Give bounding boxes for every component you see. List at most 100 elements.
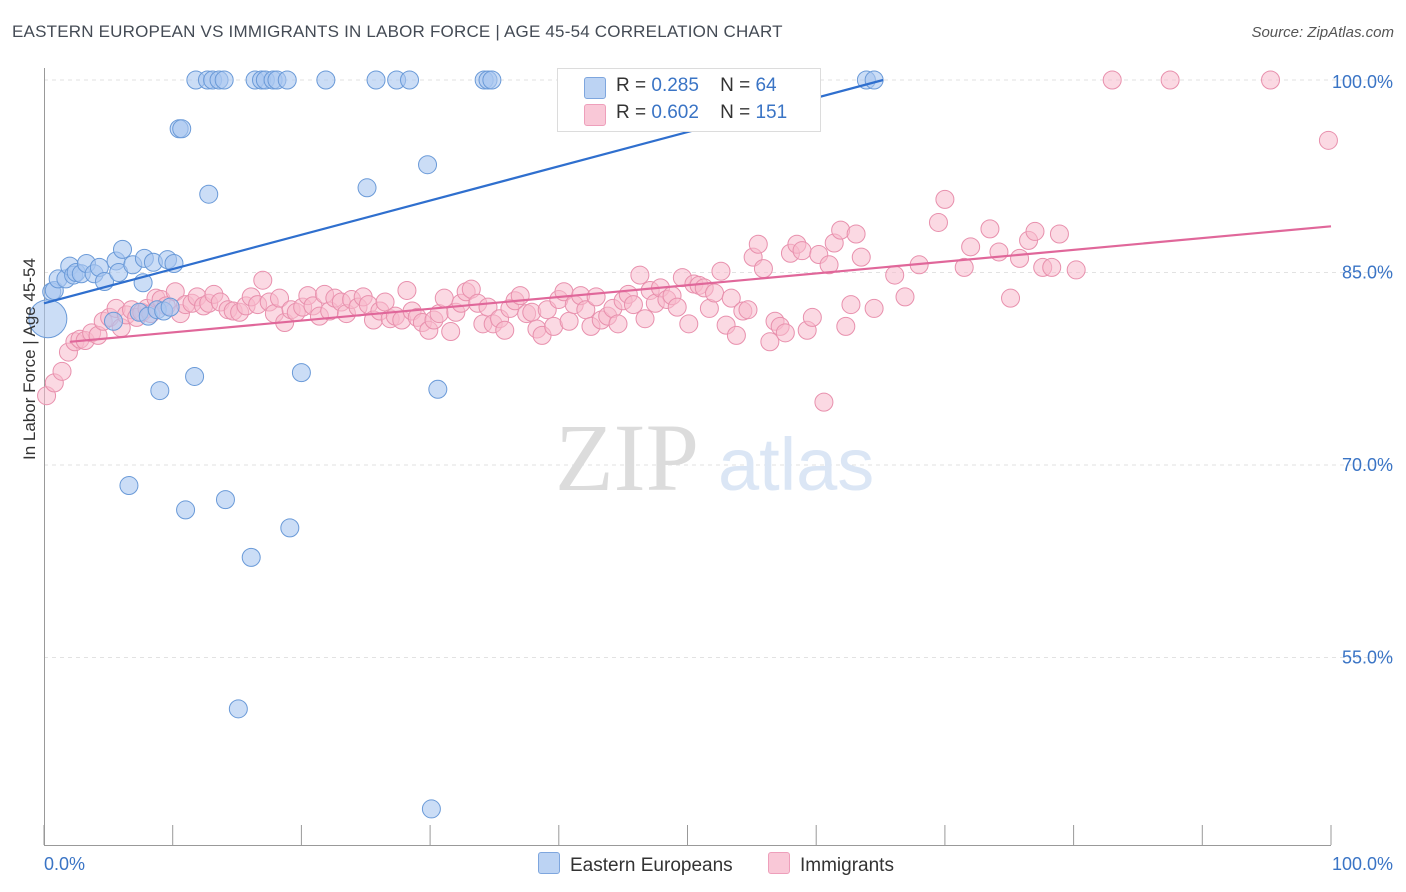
y-tick-label: 100.0% [1332,72,1393,92]
immigrants-point [864,298,884,318]
immigrants-point [738,300,758,320]
eastern-europeans-point [291,363,311,383]
immigrants-point [895,287,915,307]
immigrants-point [726,325,746,345]
chart-title: EASTERN EUROPEAN VS IMMIGRANTS IN LABOR … [12,22,783,41]
immigrants-point [608,314,628,334]
immigrants-point [270,288,290,308]
immigrants-point [836,316,856,336]
eastern-europeans-point [482,70,502,90]
eastern-europeans-point [103,311,123,331]
x-tick-labels: 0.0% 100.0% [44,854,1393,874]
watermark-atlas: atlas [718,423,874,506]
eastern-europeans-point [228,699,248,719]
immigrants-point [711,261,731,281]
legend-n-value: 151 [755,102,788,123]
immigrants-point [495,320,515,340]
eastern-europeans-point [119,476,139,496]
immigrants-point [1261,70,1281,90]
immigrants-point [935,189,955,209]
stats-legend: R = 0.285 N = 64 R = 0.602 N = 151 [557,68,821,132]
eastern-europeans-point [185,366,205,386]
immigrants-point [775,323,795,343]
y-axis-label: In Labor Force | Age 45-54 [20,258,39,460]
immigrants-point [630,265,650,285]
eastern-europeans-point [280,518,300,538]
legend-r-value: 0.285 [651,75,699,96]
eastern-europeans-point [400,70,420,90]
immigrants-point [1010,248,1030,268]
eastern-europeans-point [199,184,219,204]
x-tick-label: 0.0% [44,854,85,874]
immigrants-point [1025,221,1045,241]
legend-n-label: N = [720,75,751,96]
eastern-europeans-point [316,70,336,90]
immigrants-point [841,295,861,315]
immigrants-point [954,257,974,277]
immigrants-point [52,361,72,381]
eastern-europeans-point [113,239,133,259]
immigrants-point [705,283,725,303]
eastern-europeans-point [277,70,297,90]
immigrants-point [1042,257,1062,277]
bottom-legend-label-eastern: Eastern Europeans [570,855,733,876]
x-tick-label: 100.0% [1332,854,1393,874]
bottom-legend-label-immigrants: Immigrants [800,855,894,876]
legend-r-value: 0.602 [651,102,699,123]
grid-lines [44,79,1395,658]
immigrants-point [1049,224,1069,244]
eastern-europeans-point [418,155,438,175]
bottom-legend-immigrants: Immigrants [768,852,894,877]
eastern-europeans-point [421,799,441,819]
immigrants-point [586,287,606,307]
legend-n-label: N = [720,102,751,123]
watermark: ZIP atlas [555,404,874,511]
immigrants-point [802,307,822,327]
immigrants-point [753,259,773,279]
legend-n-value: 64 [755,75,777,96]
immigrants-point [679,314,699,334]
immigrants-point [885,265,905,285]
immigrants-point [748,234,768,254]
immigrants-point [846,224,866,244]
immigrants-point [928,212,948,232]
eastern-europeans-point [160,297,180,317]
immigrants-point [667,297,687,317]
immigrants-point [1066,260,1086,280]
eastern-europeans-point [172,119,192,139]
immigrants-points [37,70,1338,412]
immigrants-point [623,295,643,315]
immigrants-point [961,237,981,257]
y-tick-labels: 55.0% 70.0% 85.0% 100.0% [1332,72,1393,668]
immigrants-point [441,322,461,342]
bottom-legend-swatch-immigrants [768,852,790,874]
immigrants-point [851,247,871,267]
eastern-europeans-point [176,500,196,520]
eastern-europeans-point [215,490,235,510]
immigrants-point [814,392,834,412]
legend-swatch-immigrants [584,104,606,126]
immigrants-point [1102,70,1122,90]
immigrants-point [760,332,780,352]
y-tick-label: 55.0% [1342,648,1393,668]
immigrants-point [559,311,579,331]
immigrants-trend-line [69,225,1332,343]
immigrants-point [397,280,417,300]
legend-r-label: R = [616,102,647,123]
immigrants-point [1160,70,1180,90]
immigrants-point [819,255,839,275]
eastern-europeans-point [150,381,170,401]
legend-r-label: R = [616,75,647,96]
source-label: Source: ZipAtlas.com [1251,24,1394,41]
immigrants-point [1001,288,1021,308]
x-ticks [43,825,1332,845]
immigrants-point [635,309,655,329]
watermark-zip: ZIP [555,404,699,511]
immigrants-point [721,288,741,308]
immigrants-point [253,270,273,290]
immigrants-point [792,241,812,261]
y-tick-label: 70.0% [1342,455,1393,475]
axes [43,68,1332,846]
eastern-europeans-point [241,547,261,567]
